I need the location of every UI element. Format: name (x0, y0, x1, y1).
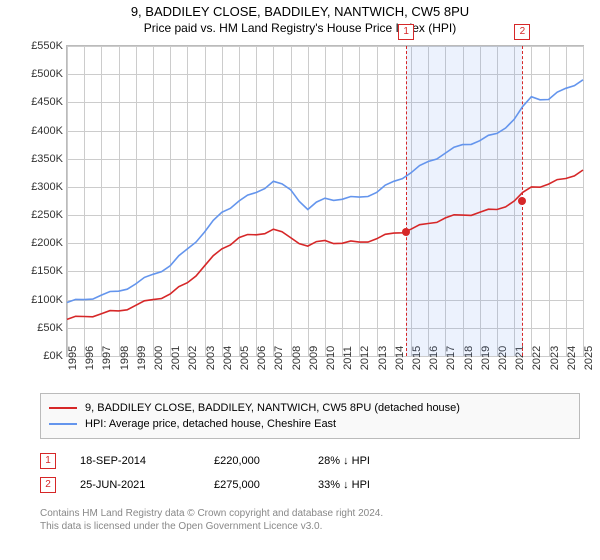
legend-item: HPI: Average price, detached house, Ches… (49, 416, 571, 432)
footer-line-2: This data is licensed under the Open Gov… (40, 520, 588, 533)
y-axis-label: £50K (23, 322, 63, 334)
page-subtitle: Price paid vs. HM Land Registry's House … (0, 19, 600, 35)
sale-date: 25-JUN-2021 (80, 479, 190, 491)
x-axis-label: 2025 (583, 346, 595, 370)
sale-price: £220,000 (214, 455, 294, 467)
sale-marker-1: 1 (398, 24, 414, 40)
y-axis-label: £450K (23, 96, 63, 108)
sale-dot (402, 228, 410, 236)
y-axis-label: £550K (23, 40, 63, 52)
footer-line-1: Contains HM Land Registry data © Crown c… (40, 507, 588, 520)
series-hpi (67, 80, 583, 303)
y-axis-label: £100K (23, 294, 63, 306)
y-axis-label: £350K (23, 153, 63, 165)
y-axis-label: £250K (23, 209, 63, 221)
y-axis-label: £300K (23, 181, 63, 193)
legend-swatch (49, 423, 77, 425)
sale-diff: 33% ↓ HPI (318, 479, 398, 491)
sale-row: 1 18-SEP-2014 £220,000 28% ↓ HPI (40, 449, 588, 473)
y-axis-label: £500K (23, 68, 63, 80)
sales-table: 1 18-SEP-2014 £220,000 28% ↓ HPI 2 25-JUN-202… (40, 449, 588, 497)
legend-swatch (49, 407, 77, 409)
price-chart: £0K£50K£100K£150K£200K£250K£300K£350K£40… (28, 45, 588, 385)
footer-text: Contains HM Land Registry data © Crown c… (40, 507, 588, 533)
sale-row-marker: 1 (40, 453, 56, 469)
legend-label: 9, BADDILEY CLOSE, BADDILEY, NANTWICH, C… (85, 402, 460, 414)
sale-marker-2: 2 (514, 24, 530, 40)
sale-dot (518, 197, 526, 205)
legend-item: 9, BADDILEY CLOSE, BADDILEY, NANTWICH, C… (49, 400, 571, 416)
y-axis-label: £150K (23, 265, 63, 277)
sale-row: 2 25-JUN-2021 £275,000 33% ↓ HPI (40, 473, 588, 497)
legend-label: HPI: Average price, detached house, Ches… (85, 418, 336, 430)
sale-diff: 28% ↓ HPI (318, 455, 398, 467)
sale-row-marker: 2 (40, 477, 56, 493)
sale-price: £275,000 (214, 479, 294, 491)
sale-date: 18-SEP-2014 (80, 455, 190, 467)
y-axis-label: £200K (23, 237, 63, 249)
y-axis-label: £0K (23, 350, 63, 362)
chart-legend: 9, BADDILEY CLOSE, BADDILEY, NANTWICH, C… (40, 393, 580, 439)
y-axis-label: £400K (23, 125, 63, 137)
page-title: 9, BADDILEY CLOSE, BADDILEY, NANTWICH, C… (0, 4, 600, 19)
series-price_paid (67, 170, 583, 319)
